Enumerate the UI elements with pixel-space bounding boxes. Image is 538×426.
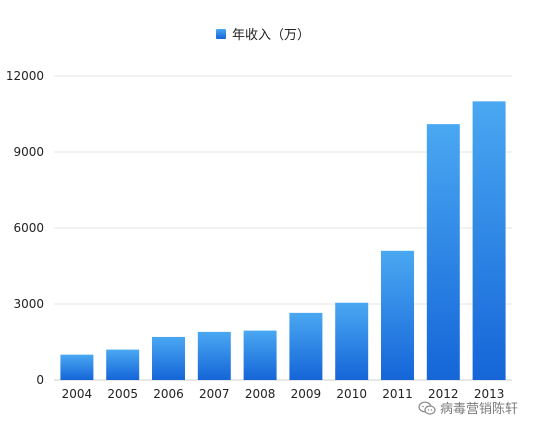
bar-2006 (152, 336, 185, 380)
y-tick-label: 9000 (13, 145, 44, 159)
bar-2007 (197, 331, 231, 380)
x-tick-label: 2008 (245, 387, 276, 401)
wechat-icon (418, 401, 436, 415)
x-tick-label: 2013 (474, 387, 505, 401)
bar-2010 (335, 302, 369, 380)
x-tick-label: 2006 (153, 387, 184, 401)
bar-2011 (381, 250, 414, 380)
bar-2013 (472, 101, 506, 380)
bar-2008 (243, 330, 277, 380)
x-tick-label: 2010 (336, 387, 367, 401)
labels-layer: 0 3000 6000 9000 12000 2004 2005 2006 2007 2008 20… (6, 69, 505, 401)
bars-layer (60, 101, 506, 380)
watermark: 病毒营销陈轩 (418, 398, 518, 417)
legend-label: 年收入（万） (232, 28, 311, 43)
y-tick-label: 3000 (13, 297, 44, 311)
legend-swatch (216, 28, 226, 39)
x-tick-label: 2009 (291, 387, 322, 401)
x-tick-label: 2005 (107, 387, 138, 401)
bar-2012 (426, 124, 460, 380)
y-tick-label: 0 (36, 373, 44, 387)
x-tick-label: 2011 (382, 387, 413, 401)
x-tick-label: 2004 (62, 387, 93, 401)
x-tick-label: 2007 (199, 387, 230, 401)
bar-2009 (289, 312, 323, 380)
legend: 年收入（万） (216, 24, 310, 43)
watermark-text: 病毒营销陈轩 (440, 402, 519, 417)
bar-2004 (60, 354, 94, 380)
y-tick-label: 6000 (13, 221, 44, 235)
x-tick-label: 2012 (428, 387, 459, 401)
y-tick-label: 12000 (6, 69, 44, 83)
bar-2005 (106, 349, 140, 380)
